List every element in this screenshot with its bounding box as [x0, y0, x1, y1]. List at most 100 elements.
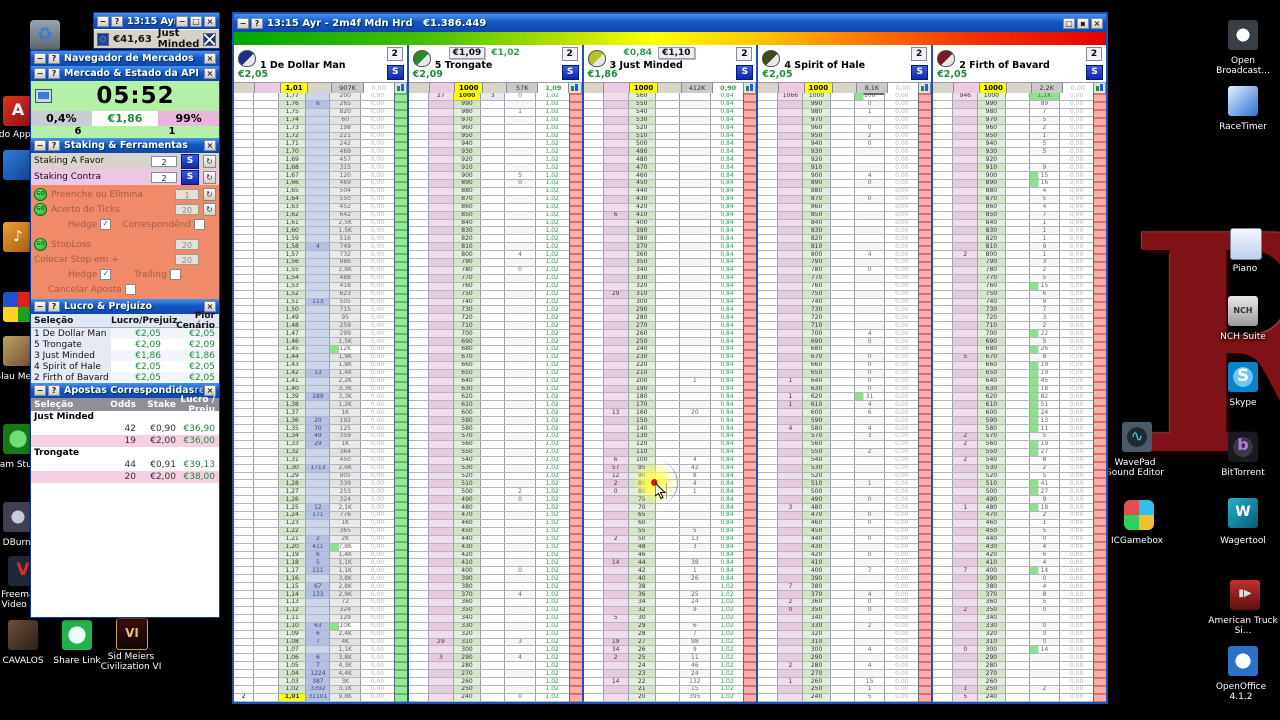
- back-cell[interactable]: 4: [778, 425, 804, 432]
- lay-cell[interactable]: 6: [306, 654, 331, 662]
- back-cell[interactable]: [428, 519, 454, 527]
- ladder-row[interactable]: 32 9 1,02: [583, 606, 745, 615]
- price-cell[interactable]: 1,17: [279, 567, 307, 575]
- lay-cell[interactable]: [306, 448, 331, 456]
- lay-cell[interactable]: [1005, 662, 1030, 670]
- price-cell[interactable]: 400: [628, 219, 656, 227]
- price-cell[interactable]: 930: [978, 148, 1006, 156]
- back-cell[interactable]: [254, 472, 280, 480]
- lay-cell[interactable]: [481, 353, 506, 361]
- ladder-row[interactable]: 1,09 6 2,4K 0,00: [234, 630, 395, 639]
- price-cell[interactable]: 740: [803, 298, 831, 306]
- price-cell[interactable]: 360: [978, 599, 1006, 606]
- back-cell[interactable]: [254, 108, 280, 116]
- lay-cell[interactable]: 5: [306, 559, 331, 567]
- price-cell[interactable]: 720: [803, 314, 831, 322]
- lay-cell[interactable]: 6: [306, 630, 331, 638]
- lay-cell[interactable]: [1005, 543, 1030, 551]
- lay-cell[interactable]: [481, 361, 506, 369]
- price-cell[interactable]: 440: [628, 187, 656, 195]
- ladder-row[interactable]: 70 0,84: [583, 504, 745, 513]
- back-cell[interactable]: [778, 622, 804, 630]
- acerto-input[interactable]: 20: [175, 204, 199, 215]
- lay-cell[interactable]: [830, 622, 855, 630]
- ladder-row[interactable]: 270 0,84: [583, 322, 745, 331]
- matched-bet-row[interactable]: 44 €0,91 €39,13: [31, 459, 219, 471]
- ladder-row[interactable]: 820 1,02: [408, 235, 570, 244]
- ladder-row[interactable]: 390 0 0,00: [933, 575, 1094, 584]
- ladder-row[interactable]: 280 0,00: [933, 662, 1094, 671]
- back-cell[interactable]: [428, 480, 454, 488]
- ladder-row[interactable]: 350 0,84: [583, 259, 745, 267]
- back-cell[interactable]: [778, 535, 804, 543]
- ladder-row[interactable]: 1,48 259 0,00: [234, 322, 395, 331]
- price-cell[interactable]: 410: [453, 559, 482, 567]
- close-icon[interactable]: ×: [204, 53, 216, 64]
- back-cell[interactable]: [778, 567, 804, 575]
- ladder-row[interactable]: 1,10 63 10K 0,00: [234, 622, 395, 631]
- lay-cell[interactable]: [306, 456, 331, 464]
- price-cell[interactable]: 65: [628, 512, 656, 519]
- back-cell[interactable]: 2: [953, 432, 979, 440]
- help-icon[interactable]: ?: [48, 385, 60, 396]
- ladder-row[interactable]: 420 0,84: [583, 203, 745, 212]
- price-cell[interactable]: 1,19: [279, 551, 307, 559]
- lay-cell[interactable]: [1005, 290, 1030, 298]
- ladder-row[interactable]: 12 90 8 0,84: [583, 472, 745, 481]
- price-cell[interactable]: 940: [978, 140, 1006, 148]
- price-cell[interactable]: 1,05: [279, 662, 307, 670]
- summary-price[interactable]: 1000: [630, 83, 658, 93]
- lucro-titlebar[interactable]: − ? Lucro & Prejuízo ×: [31, 299, 219, 314]
- back-cell[interactable]: [778, 409, 804, 417]
- lay-cell[interactable]: [481, 512, 506, 519]
- ladder-row[interactable]: 830 0,00: [758, 227, 920, 236]
- price-cell[interactable]: 330: [978, 622, 1006, 630]
- lay-cell[interactable]: [655, 678, 681, 685]
- price-cell[interactable]: 480: [453, 504, 482, 512]
- back-cell[interactable]: [254, 599, 280, 606]
- best-price-box[interactable]: €1,09: [448, 47, 486, 59]
- ladder-row[interactable]: 1,07 1,1K 0,00: [234, 646, 395, 655]
- ladder-row[interactable]: 1,29 905 0,00: [234, 472, 395, 481]
- ladder-row[interactable]: 880 4 0,00: [933, 187, 1094, 196]
- price-cell[interactable]: 760: [803, 282, 831, 290]
- ladder-row[interactable]: 430 0,00: [758, 543, 920, 552]
- back-cell[interactable]: [778, 353, 804, 361]
- back-cell[interactable]: [428, 504, 454, 512]
- lay-cell[interactable]: [481, 551, 506, 559]
- ladder-row[interactable]: 29 6 1,02: [583, 622, 745, 631]
- lay-cell[interactable]: [1005, 227, 1030, 235]
- ladder-row[interactable]: 960 1,02: [408, 124, 570, 133]
- back-cell[interactable]: [778, 646, 804, 654]
- ladder-row[interactable]: 300 1,02: [408, 646, 570, 655]
- price-cell[interactable]: 420: [803, 551, 831, 559]
- ladder-row[interactable]: 590 13 0,00: [933, 417, 1094, 426]
- back-cell[interactable]: [778, 417, 804, 425]
- lay-cell[interactable]: [481, 488, 506, 496]
- ladder-row[interactable]: 280 1,02: [408, 662, 570, 671]
- back-cell[interactable]: [778, 314, 804, 322]
- lay-cell[interactable]: [1005, 259, 1030, 266]
- ladder-row[interactable]: 1,47 299 0,00: [234, 330, 395, 339]
- chart-icon[interactable]: [744, 83, 757, 93]
- back-cell[interactable]: [953, 330, 979, 338]
- price-cell[interactable]: 560: [803, 440, 831, 448]
- lay-cell[interactable]: [481, 599, 506, 606]
- lay-cell[interactable]: [306, 496, 331, 504]
- price-cell[interactable]: 840: [978, 219, 1006, 227]
- price-cell[interactable]: 570: [803, 432, 831, 440]
- lay-cell[interactable]: [481, 195, 506, 203]
- lay-cell[interactable]: [306, 606, 331, 614]
- lay-cell[interactable]: [1005, 116, 1030, 124]
- back-cell[interactable]: 6: [603, 211, 629, 219]
- lay-cell[interactable]: [830, 630, 855, 638]
- back-cell[interactable]: [254, 298, 280, 306]
- lay-cell[interactable]: 1224: [306, 670, 331, 678]
- price-cell[interactable]: 680: [803, 346, 831, 353]
- ladder-row[interactable]: 1,44 1,9K 0,00: [234, 353, 395, 362]
- lay-cell[interactable]: [481, 622, 506, 630]
- ladder-row[interactable]: 240 0,84: [583, 346, 745, 354]
- lay-cell[interactable]: [1005, 409, 1030, 417]
- lay-cell[interactable]: [481, 591, 506, 598]
- lay-cell[interactable]: [830, 243, 855, 251]
